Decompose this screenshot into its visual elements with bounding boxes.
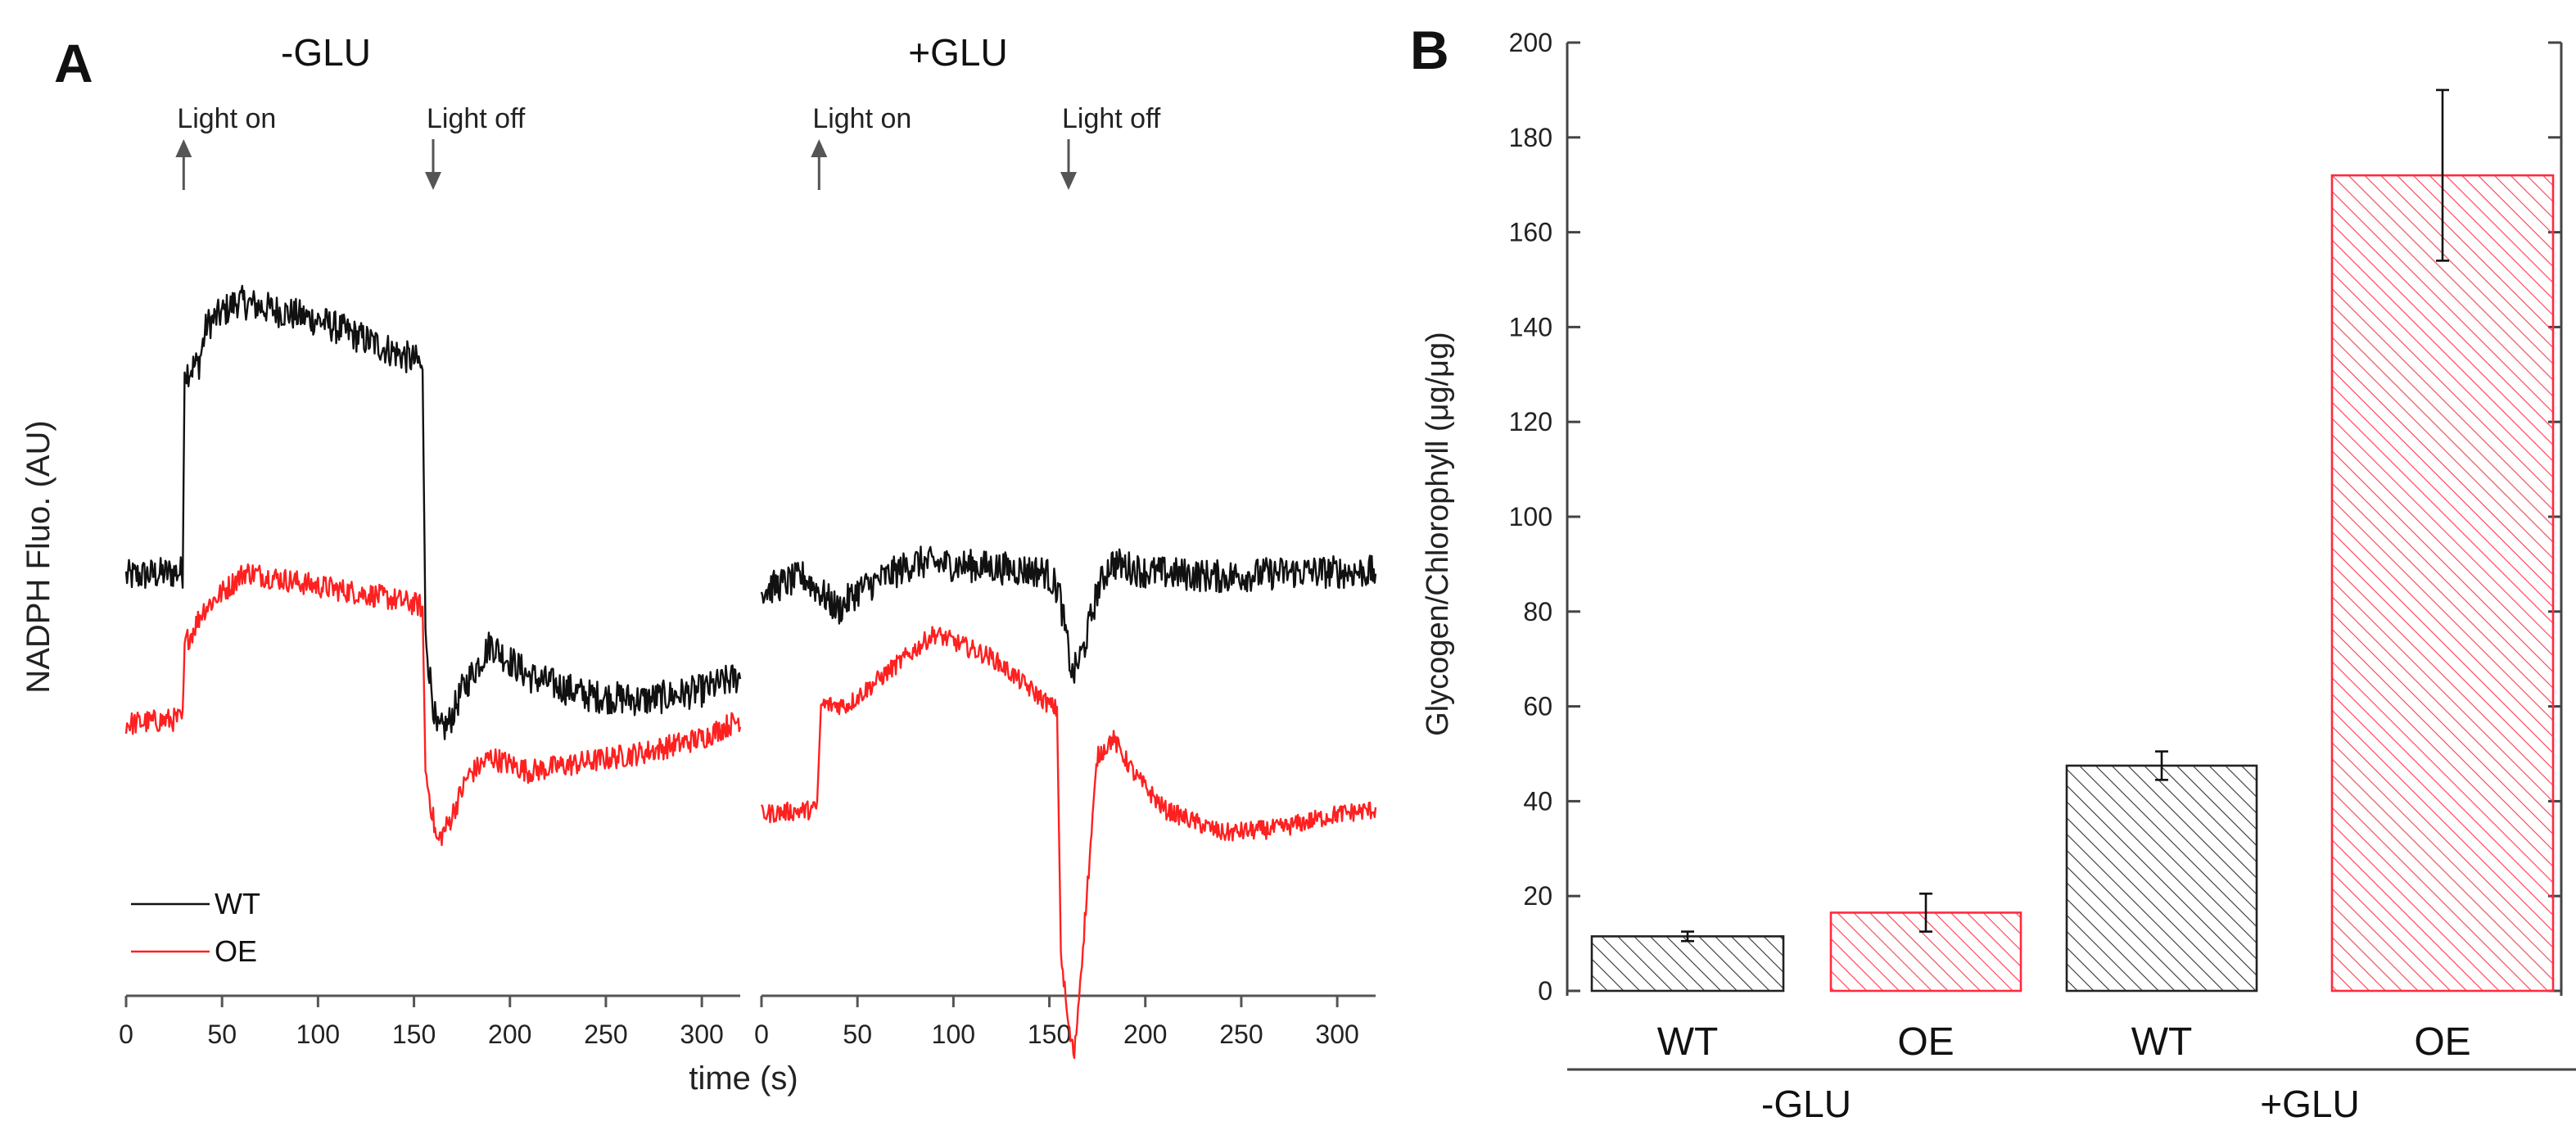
annotations-minus-glu: Light on Light off xyxy=(175,103,526,190)
group-labels: -GLU +GLU xyxy=(1567,1068,2576,1125)
trace-oe-plus-glu xyxy=(760,626,1377,1060)
y-tick-label: 20 xyxy=(1523,881,1552,911)
x-tick-label: 200 xyxy=(488,1020,531,1049)
arrow-up-icon xyxy=(175,139,192,157)
panel-a-ylabel: NADPH Fluo. (AU) xyxy=(20,420,56,693)
x-tick-label: 50 xyxy=(843,1020,872,1049)
bar-wt xyxy=(2065,764,2258,993)
y-tick-label: 140 xyxy=(1509,312,1552,341)
group-label: -GLU xyxy=(1761,1083,1851,1125)
panel-b-letter: B xyxy=(1410,20,1449,80)
x-ticks-minus-glu: 0 50 100 150 200 250 300 xyxy=(119,996,724,1049)
trace-oe-minus-glu xyxy=(124,563,742,847)
x-tick-label: 150 xyxy=(1028,1020,1071,1049)
panel-b: B Glycogen/Chlorophyll (μg/μg) 0 20 40 60 80… xyxy=(1410,20,2576,1125)
arrow-down-icon xyxy=(425,172,441,190)
legend: WT OE xyxy=(131,887,260,968)
panel-a-xlabel: time (s) xyxy=(689,1060,798,1097)
x-tick-label: 250 xyxy=(584,1020,627,1049)
category-label: OE xyxy=(1897,1020,1954,1064)
category-label: WT xyxy=(2131,1020,2193,1064)
subplot-minus-glu: -GLU 0 50 100 150 200 250 300 Light on Light of… xyxy=(119,31,742,1049)
y-tick-label: 80 xyxy=(1523,597,1552,626)
category-label: OE xyxy=(2414,1020,2470,1064)
trace-wt-minus-glu xyxy=(124,284,742,740)
subplot-plus-glu: +GLU 0 50 100 150 200 250 300 Light on Light of… xyxy=(754,31,1377,1060)
annotation-label: Light off xyxy=(427,103,526,134)
annotation-label: Light off xyxy=(1062,103,1161,134)
trace-wt-plus-glu xyxy=(760,545,1377,684)
x-tick-label: 250 xyxy=(1219,1020,1263,1049)
y-tick-label: 40 xyxy=(1523,786,1552,816)
annotation-label: Light on xyxy=(812,103,911,134)
group-label: +GLU xyxy=(2260,1083,2359,1125)
x-tick-label: 200 xyxy=(1123,1020,1167,1049)
bars xyxy=(1590,88,2555,993)
panel-b-ylabel: Glycogen/Chlorophyll (μg/μg) xyxy=(1421,332,1455,736)
y-tick-label: 180 xyxy=(1509,123,1552,152)
arrow-up-icon xyxy=(811,139,828,157)
subplot-title-minus-glu: -GLU xyxy=(281,31,371,74)
y-tick-label: 200 xyxy=(1509,28,1552,57)
annotation-label: Light on xyxy=(177,103,276,134)
x-tick-label: 100 xyxy=(296,1020,340,1049)
subplot-title-plus-glu: +GLU xyxy=(908,31,1007,74)
legend-label-oe: OE xyxy=(215,934,257,968)
x-tick-label: 50 xyxy=(207,1020,237,1049)
y-tick-label: 0 xyxy=(1538,976,1552,1006)
y-tick-label: 100 xyxy=(1509,502,1552,531)
category-labels: WT OE WT OE xyxy=(1657,1020,2471,1064)
x-tick-label: 0 xyxy=(754,1020,769,1049)
category-label: WT xyxy=(1657,1020,1719,1064)
legend-label-wt: WT xyxy=(215,887,260,920)
panel-a: A NADPH Fluo. (AU) time (s) -GLU 0 50 100 1… xyxy=(20,31,1377,1097)
x-tick-label: 150 xyxy=(392,1020,436,1049)
y-tick-label: 120 xyxy=(1509,407,1552,436)
x-tick-label: 100 xyxy=(932,1020,975,1049)
annotations-plus-glu: Light on Light off xyxy=(811,103,1161,190)
y-tick-label: 160 xyxy=(1509,218,1552,247)
x-ticks-plus-glu: 0 50 100 150 200 250 300 xyxy=(754,996,1359,1049)
x-tick-label: 0 xyxy=(119,1020,133,1049)
y-ticks: 0 20 40 60 80 100 120 140 160 180 200 xyxy=(1509,28,2561,1006)
arrow-down-icon xyxy=(1060,172,1077,190)
y-tick-label: 60 xyxy=(1523,692,1552,721)
bar-oe xyxy=(2330,174,2555,993)
x-tick-label: 300 xyxy=(1315,1020,1358,1049)
bar-wt xyxy=(1590,935,1785,993)
x-tick-label: 300 xyxy=(680,1020,723,1049)
panel-a-letter: A xyxy=(54,33,93,93)
